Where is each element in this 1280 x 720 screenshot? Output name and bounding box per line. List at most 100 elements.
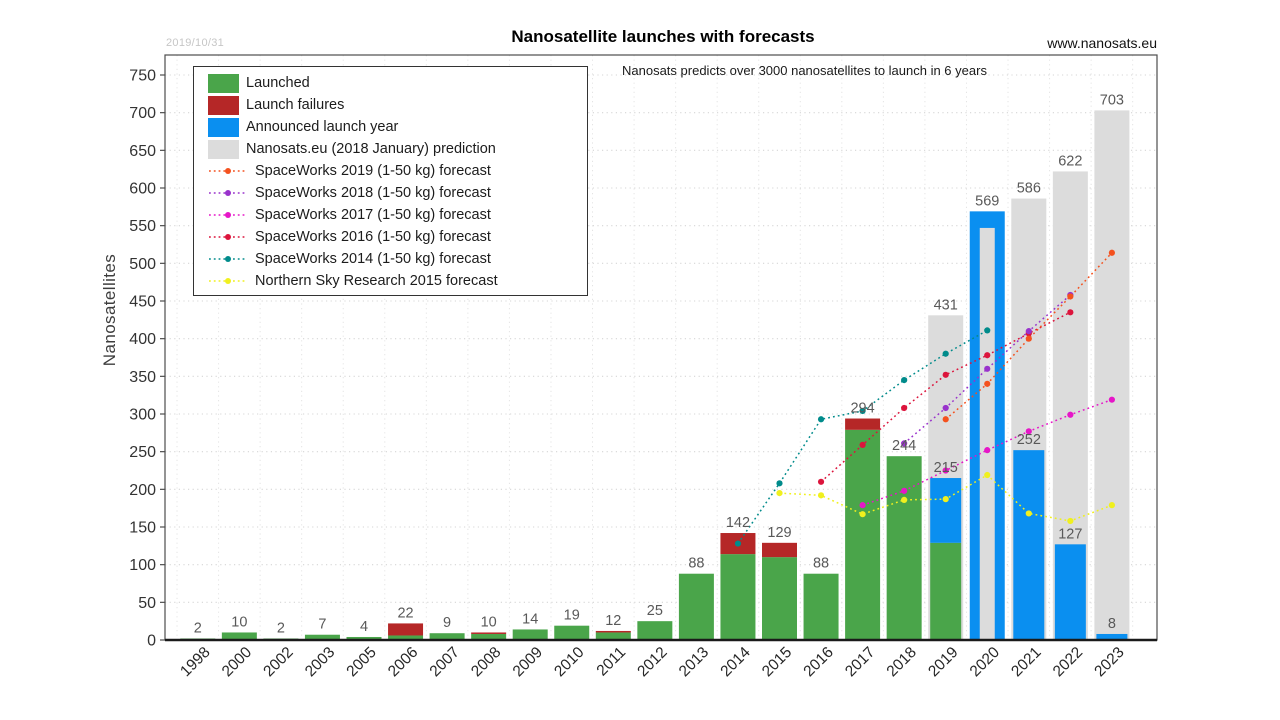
y-tick-label: 0 <box>147 633 156 650</box>
x-tick-label-2009: 2009 <box>510 644 546 680</box>
bar-label-2020: 569 <box>975 193 999 209</box>
x-tick-label-2008: 2008 <box>468 644 504 680</box>
x-tick-label-2013: 2013 <box>676 644 712 680</box>
bar-group-2007 <box>429 633 465 640</box>
bar-label-2019: 215 <box>934 460 958 476</box>
x-tick-label-2002: 2002 <box>260 644 296 680</box>
bar-group-2016 <box>803 573 839 640</box>
website-link: www.nanosats.eu <box>1047 35 1157 51</box>
bar-announced-2022 <box>1054 544 1086 640</box>
legend-label: Nanosats.eu (2018 January) prediction <box>246 141 496 157</box>
axes <box>164 54 1158 642</box>
y-tick-label: 400 <box>129 331 156 348</box>
y-tick-label: 700 <box>129 105 156 122</box>
chart-annotation: Nanosats predicts over 3000 nanosatellit… <box>622 63 987 78</box>
legend-label: Northern Sky Research 2015 forecast <box>255 273 498 289</box>
legend-swatch-rect <box>208 73 239 93</box>
bar-group-2014 <box>720 533 756 640</box>
y-axis-title: Nanosatellites <box>100 253 119 367</box>
bar-failures-2008 <box>471 632 507 634</box>
legend-label: SpaceWorks 2018 (1-50 kg) forecast <box>255 185 491 201</box>
bar-label-2007: 9 <box>443 615 451 631</box>
x-tick-label-2010: 2010 <box>551 644 588 681</box>
bar-announced-2019 <box>930 478 962 543</box>
bar-group-2019 <box>928 315 964 640</box>
bar-launched-2003 <box>304 634 340 640</box>
bar-label-prediction-2023: 703 <box>1100 92 1124 108</box>
bar-group-2020 <box>969 211 1005 640</box>
bar-group-2008 <box>471 632 507 640</box>
y-tick-label: 600 <box>129 181 156 198</box>
y-tick-label: 250 <box>129 444 156 461</box>
bar-label-2003: 7 <box>318 617 326 633</box>
bar-group-2000 <box>221 632 257 640</box>
legend-item-7: SpaceWorks 2016 (1-50 kg) forecast <box>208 226 587 248</box>
bar-label-2017: 294 <box>850 401 874 417</box>
chart-title: Nanosatellite launches with forecasts <box>511 27 815 46</box>
bar-group-2018 <box>886 456 922 640</box>
bar-launched-2018 <box>886 456 922 640</box>
bar-group-2023 <box>1094 110 1130 640</box>
bar-group-2006 <box>388 623 424 640</box>
y-axis-ticks: 0 50 100 150 200 250 300 350 400 450 500 550 600 650 7… <box>129 68 165 650</box>
bar-group-2012 <box>637 621 673 640</box>
bar-failures-2015 <box>762 542 797 558</box>
legend-item-2: Announced launch year <box>208 116 587 138</box>
bar-failures-2006 <box>388 623 424 636</box>
bar-launched-2015 <box>762 557 797 640</box>
bar-label-2009: 14 <box>522 611 538 627</box>
bar-announced-2021 <box>1013 450 1045 640</box>
bar-label-1998: 2 <box>194 620 202 636</box>
x-tick-label-2020: 2020 <box>967 644 1004 681</box>
bar-label-2016: 88 <box>813 556 829 572</box>
y-tick-label: 150 <box>129 520 156 537</box>
bar-launched-2014 <box>720 554 756 640</box>
bar-launched-2007 <box>429 633 465 640</box>
y-tick-label: 100 <box>129 557 156 574</box>
forecast-lines <box>734 249 1115 547</box>
bar-group-2010 <box>554 625 590 640</box>
bar-prediction-2023 <box>1094 110 1130 640</box>
bar-failures-2011 <box>595 630 631 633</box>
bar-failures-2017 <box>845 418 881 430</box>
legend-label: Launch failures <box>246 97 345 113</box>
legend-item-1: Launch failures <box>208 94 587 116</box>
y-tick-label: 650 <box>129 143 156 160</box>
bar-launched-2011 <box>595 632 631 640</box>
y-tick-label: 550 <box>129 218 156 235</box>
x-tick-label-2019: 2019 <box>925 644 961 680</box>
bar-label-2018: 244 <box>892 438 916 454</box>
legend-label: Launched <box>246 75 310 91</box>
bar-label-2005: 4 <box>360 619 368 635</box>
y-tick-label: 750 <box>129 68 156 85</box>
bar-label-2022: 127 <box>1058 526 1082 542</box>
legend-item-4: SpaceWorks 2019 (1-50 kg) forecast <box>208 160 587 182</box>
bar-group-2013 <box>678 573 714 640</box>
bar-label-2006: 22 <box>397 605 413 621</box>
legend-item-8: SpaceWorks 2014 (1-50 kg) forecast <box>208 248 587 270</box>
y-tick-label: 200 <box>129 482 156 499</box>
bar-group-2015 <box>762 542 797 640</box>
legend-item-0: Launched <box>208 72 587 94</box>
legend-label: Announced launch year <box>246 119 399 135</box>
legend-label: SpaceWorks 2019 (1-50 kg) forecast <box>255 163 491 179</box>
bar-group-2017 <box>845 418 881 640</box>
bar-group-2003 <box>304 634 340 640</box>
forecast-spaceworks-2014-1-50-kg-forecast <box>734 327 991 547</box>
legend-item-6: SpaceWorks 2017 (1-50 kg) forecast <box>208 204 587 226</box>
bar-group-2009 <box>512 629 548 640</box>
bar-group-2005 <box>346 636 382 640</box>
bar-label-2023: 8 <box>1108 616 1116 632</box>
x-tick-label-2016: 2016 <box>800 644 836 680</box>
bar-label-2015: 129 <box>767 525 791 541</box>
bar-label-2002: 2 <box>277 620 285 636</box>
legend-swatch-line <box>208 248 248 270</box>
x-axis-labels: 1998 2000 2002 2003 2005 2006 2007 2008 2009 2010… <box>177 644 1128 681</box>
legend-label: SpaceWorks 2016 (1-50 kg) forecast <box>255 229 491 245</box>
bar-launched-2012 <box>637 621 673 640</box>
forecast-northern-sky-research-2015-forecast <box>776 471 1115 525</box>
x-tick-label-2003: 2003 <box>302 644 338 680</box>
legend-swatch-line <box>208 204 248 226</box>
legend-label: SpaceWorks 2014 (1-50 kg) forecast <box>255 251 491 267</box>
x-tick-label-2011: 2011 <box>594 644 630 680</box>
